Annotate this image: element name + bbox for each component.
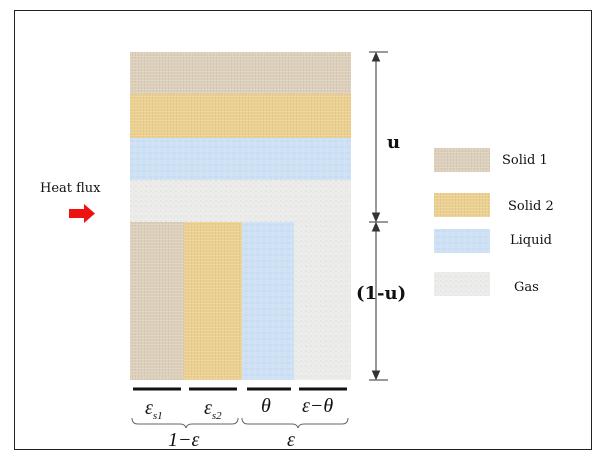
- bottom-columns: [130, 222, 351, 380]
- brace-solid-group: [131, 417, 239, 429]
- bottom-column-solid2: [184, 222, 242, 380]
- legend-label-gas: Gas: [514, 280, 539, 295]
- top-layer-solid2: [130, 94, 351, 138]
- group-braces: [131, 417, 349, 429]
- dimension-label-1-u: (1-u): [356, 283, 406, 304]
- bottom-column-liquid: [242, 222, 294, 380]
- legend-swatch-solid2: [434, 193, 490, 217]
- dimension-line: [369, 51, 388, 381]
- column-label-eps-minus-theta: ε−θ: [302, 395, 333, 417]
- group-label-eps: ε: [287, 429, 295, 451]
- legend-label-solid2: Solid 2: [508, 199, 554, 214]
- column-label-eps-s2: εs2: [204, 397, 222, 422]
- brace-pore-group: [241, 417, 349, 429]
- top-layer-liquid: [130, 138, 351, 180]
- bottom-column-gas: [294, 222, 351, 380]
- top-layer-gas: [130, 180, 351, 222]
- heat-flux-arrow-icon: [69, 204, 95, 223]
- dimension-label-u: u: [387, 132, 400, 153]
- column-labels: εs1 εs2 θ ε−θ: [145, 395, 333, 422]
- legend-swatch-solid1: [434, 148, 490, 172]
- legend-swatch-liquid: [434, 229, 490, 253]
- column-label-theta: θ: [261, 395, 271, 417]
- legend-swatch-gas: [434, 272, 490, 296]
- group-label-one-minus-eps: 1−ε: [168, 429, 199, 451]
- legend-label-liquid: Liquid: [510, 233, 552, 248]
- legend: Solid 1 Solid 2 Liquid Gas: [434, 148, 554, 296]
- top-layer-solid1: [130, 52, 351, 94]
- legend-label-solid1: Solid 1: [502, 153, 548, 168]
- column-label-eps-s1: εs1: [145, 397, 163, 422]
- bottom-column-solid1: [130, 222, 184, 380]
- heat-flux-label: Heat flux: [40, 181, 101, 196]
- top-layers: [130, 52, 351, 222]
